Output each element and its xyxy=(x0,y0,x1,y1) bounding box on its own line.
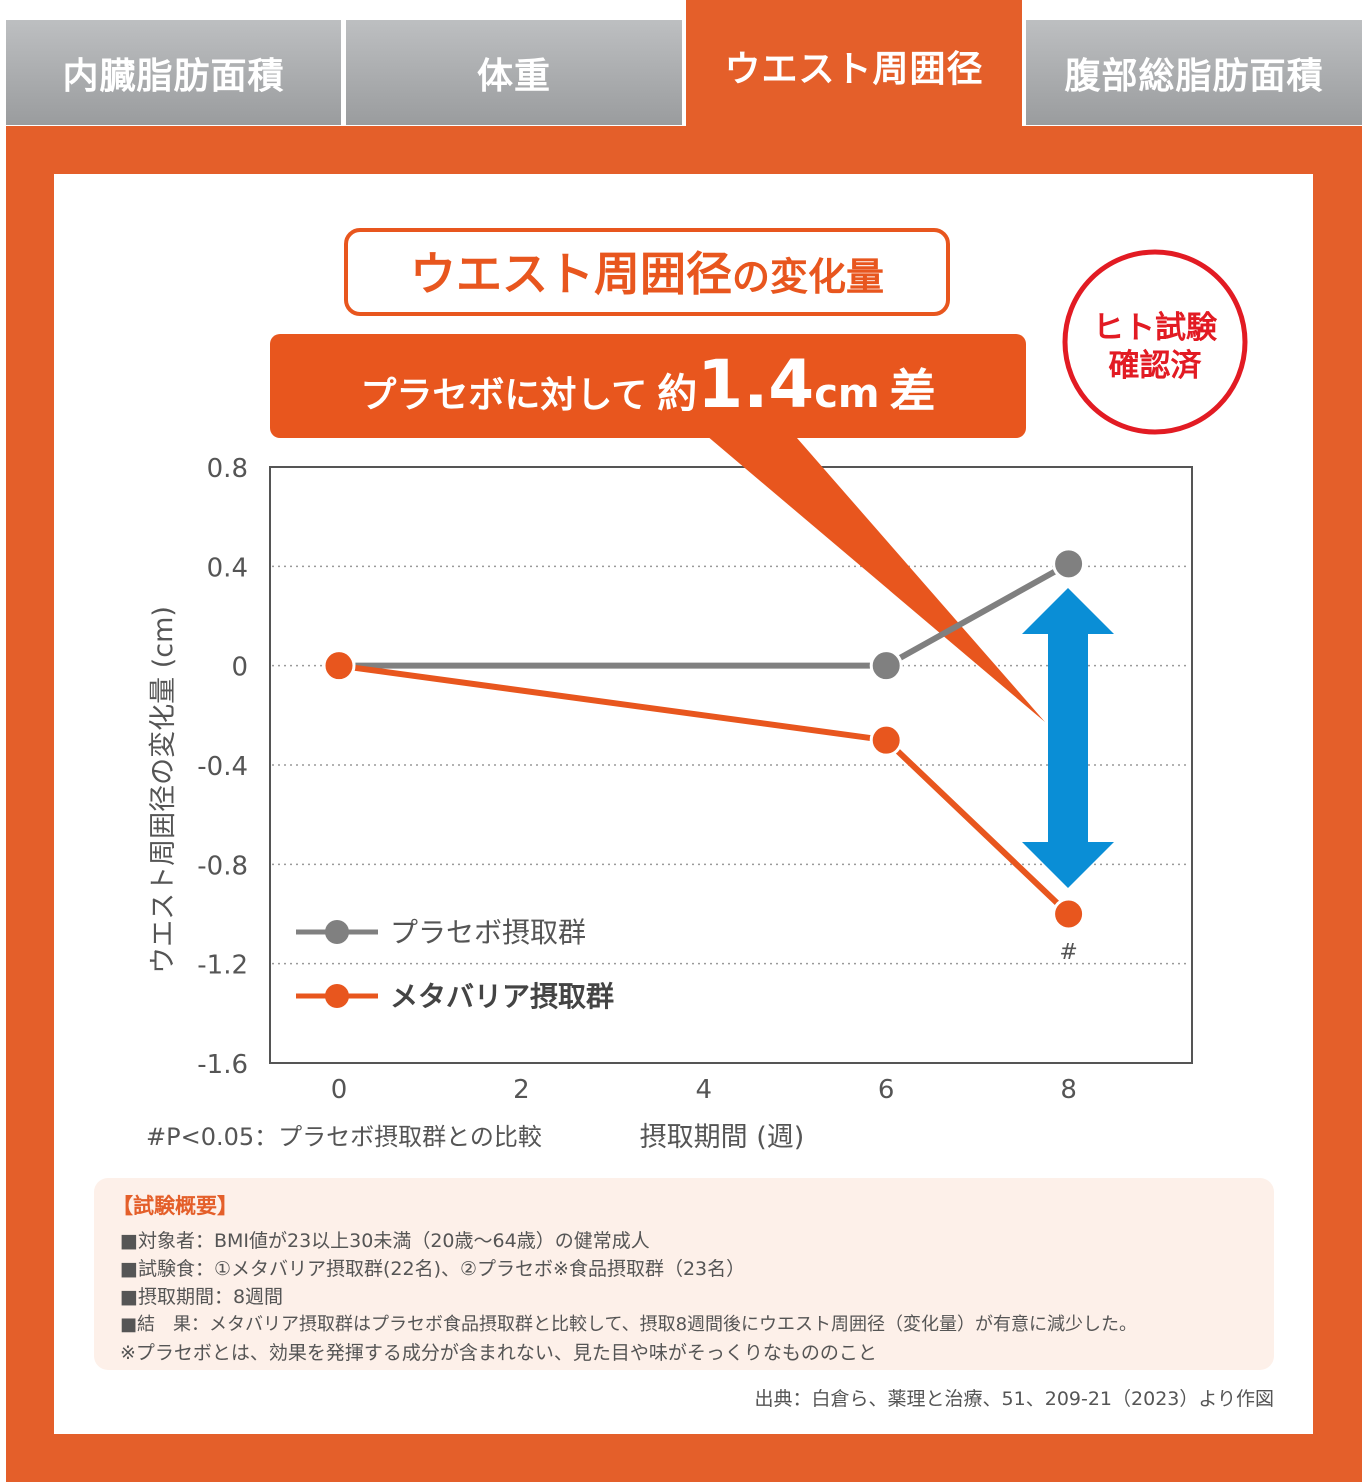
callout-suffix: 差 xyxy=(890,364,936,418)
badge-circle xyxy=(1062,249,1248,435)
significance-mark: # xyxy=(1059,940,1077,965)
heading-box xyxy=(344,228,950,316)
callout-unit: cm xyxy=(814,371,879,417)
x-axis-label: 摂取期間 (週) xyxy=(640,1122,805,1153)
legend-marker-placebo xyxy=(325,920,349,944)
summary-line: ■対象者：BMI値が23以上30未満（20歳〜64歳）の健常成人 xyxy=(120,1230,650,1252)
tab-label: 体重 xyxy=(476,55,551,97)
tab-label: ウエスト周囲径 xyxy=(724,49,984,90)
x-tick-label: 4 xyxy=(696,1075,713,1105)
y-tick-label: 0.4 xyxy=(207,553,248,583)
difference-arrow xyxy=(1022,588,1114,888)
callout-text: プラセボに対して 約1.4cm 差 xyxy=(360,346,935,423)
data-point-metabarrier xyxy=(322,649,356,683)
legend-marker-metabarrier xyxy=(325,984,349,1008)
legend: プラセボ摂取群 メタバリア摂取群 xyxy=(296,916,614,1013)
x-tick-label: 2 xyxy=(513,1075,530,1105)
data-point-placebo xyxy=(869,649,903,683)
summary-line: ※プラセボとは、効果を発揮する成分が含まれない、見た目や味がそっくりなもののこと xyxy=(120,1342,877,1364)
badge-line-1: ヒト試験 xyxy=(1093,310,1218,346)
tab-waist[interactable]: ウエスト周囲径 xyxy=(686,0,1022,128)
badge-line-2: 確認済 xyxy=(1109,348,1203,384)
data-point-metabarrier xyxy=(1052,897,1086,931)
data-point-metabarrier xyxy=(869,723,903,757)
chart-heading: ウエスト周囲径の変化量 xyxy=(410,247,884,301)
y-tick-label: -1.2 xyxy=(197,951,248,981)
y-tick-label: -0.4 xyxy=(197,752,248,782)
y-tick-label: -0.8 xyxy=(197,851,248,881)
callout-number: 1.4 xyxy=(697,346,814,423)
callout-approx: 約 xyxy=(657,371,697,417)
legend-label-metabarrier: メタバリア摂取群 xyxy=(390,980,614,1013)
footnote: #P<0.05：プラセボ摂取群との比較 xyxy=(146,1123,542,1151)
tab-weight[interactable]: 体重 xyxy=(346,20,682,125)
callout-box xyxy=(270,334,1026,438)
callout-prefix: プラセボに対して xyxy=(360,375,647,416)
y-ticks: 0.8 0.4 0 -0.4 -0.8 -1.2 -1.6 xyxy=(197,454,248,1080)
y-tick-label: -1.6 xyxy=(197,1050,248,1080)
tab-label: 腹部総脂肪面積 xyxy=(1064,55,1324,97)
tab-bar: 内臓脂肪面積 体重 ウエスト周囲径 腹部総脂肪面積 xyxy=(0,0,1368,128)
summary-line: ■摂取期間：8週間 xyxy=(120,1286,284,1308)
y-axis-label: ウエスト周囲径の変化量 (cm) xyxy=(148,606,179,974)
summary-line: ■試験食：①メタバリア摂取群(22名)、②プラセボ※食品摂取群（23名） xyxy=(120,1258,746,1280)
tab-visceral-fat[interactable]: 内臓脂肪面積 xyxy=(6,20,341,125)
legend-label-placebo: プラセボ摂取群 xyxy=(390,916,586,949)
summary-title: 【試験概要】 xyxy=(112,1194,238,1218)
callout-pointer xyxy=(700,430,1045,722)
y-tick-label: 0.8 xyxy=(207,454,248,484)
data-point-placebo xyxy=(1052,547,1086,581)
x-tick-label: 0 xyxy=(331,1075,348,1105)
source-citation: 出典：白倉ら、薬理と治療、51、209-21（2023）より作図 xyxy=(754,1388,1274,1410)
study-summary: 【試験概要】 ■対象者：BMI値が23以上30未満（20歳〜64歳）の健常成人 … xyxy=(94,1178,1274,1370)
x-ticks: 0 2 4 6 8 xyxy=(331,1075,1077,1105)
tab-label: 内臓脂肪面積 xyxy=(62,55,285,97)
x-tick-label: 8 xyxy=(1060,1075,1077,1105)
summary-line: ■結 果：メタバリア摂取群はプラセボ食品摂取群と比較して、摂取8週間後にウエスト… xyxy=(120,1314,1138,1335)
heading-main: ウエスト周囲径 xyxy=(410,247,732,301)
y-tick-label: 0 xyxy=(231,653,248,683)
heading-suffix: の変化量 xyxy=(732,255,884,299)
series-group xyxy=(322,547,1086,931)
tab-total-fat[interactable]: 腹部総脂肪面積 xyxy=(1026,20,1362,125)
x-tick-label: 6 xyxy=(878,1075,895,1105)
